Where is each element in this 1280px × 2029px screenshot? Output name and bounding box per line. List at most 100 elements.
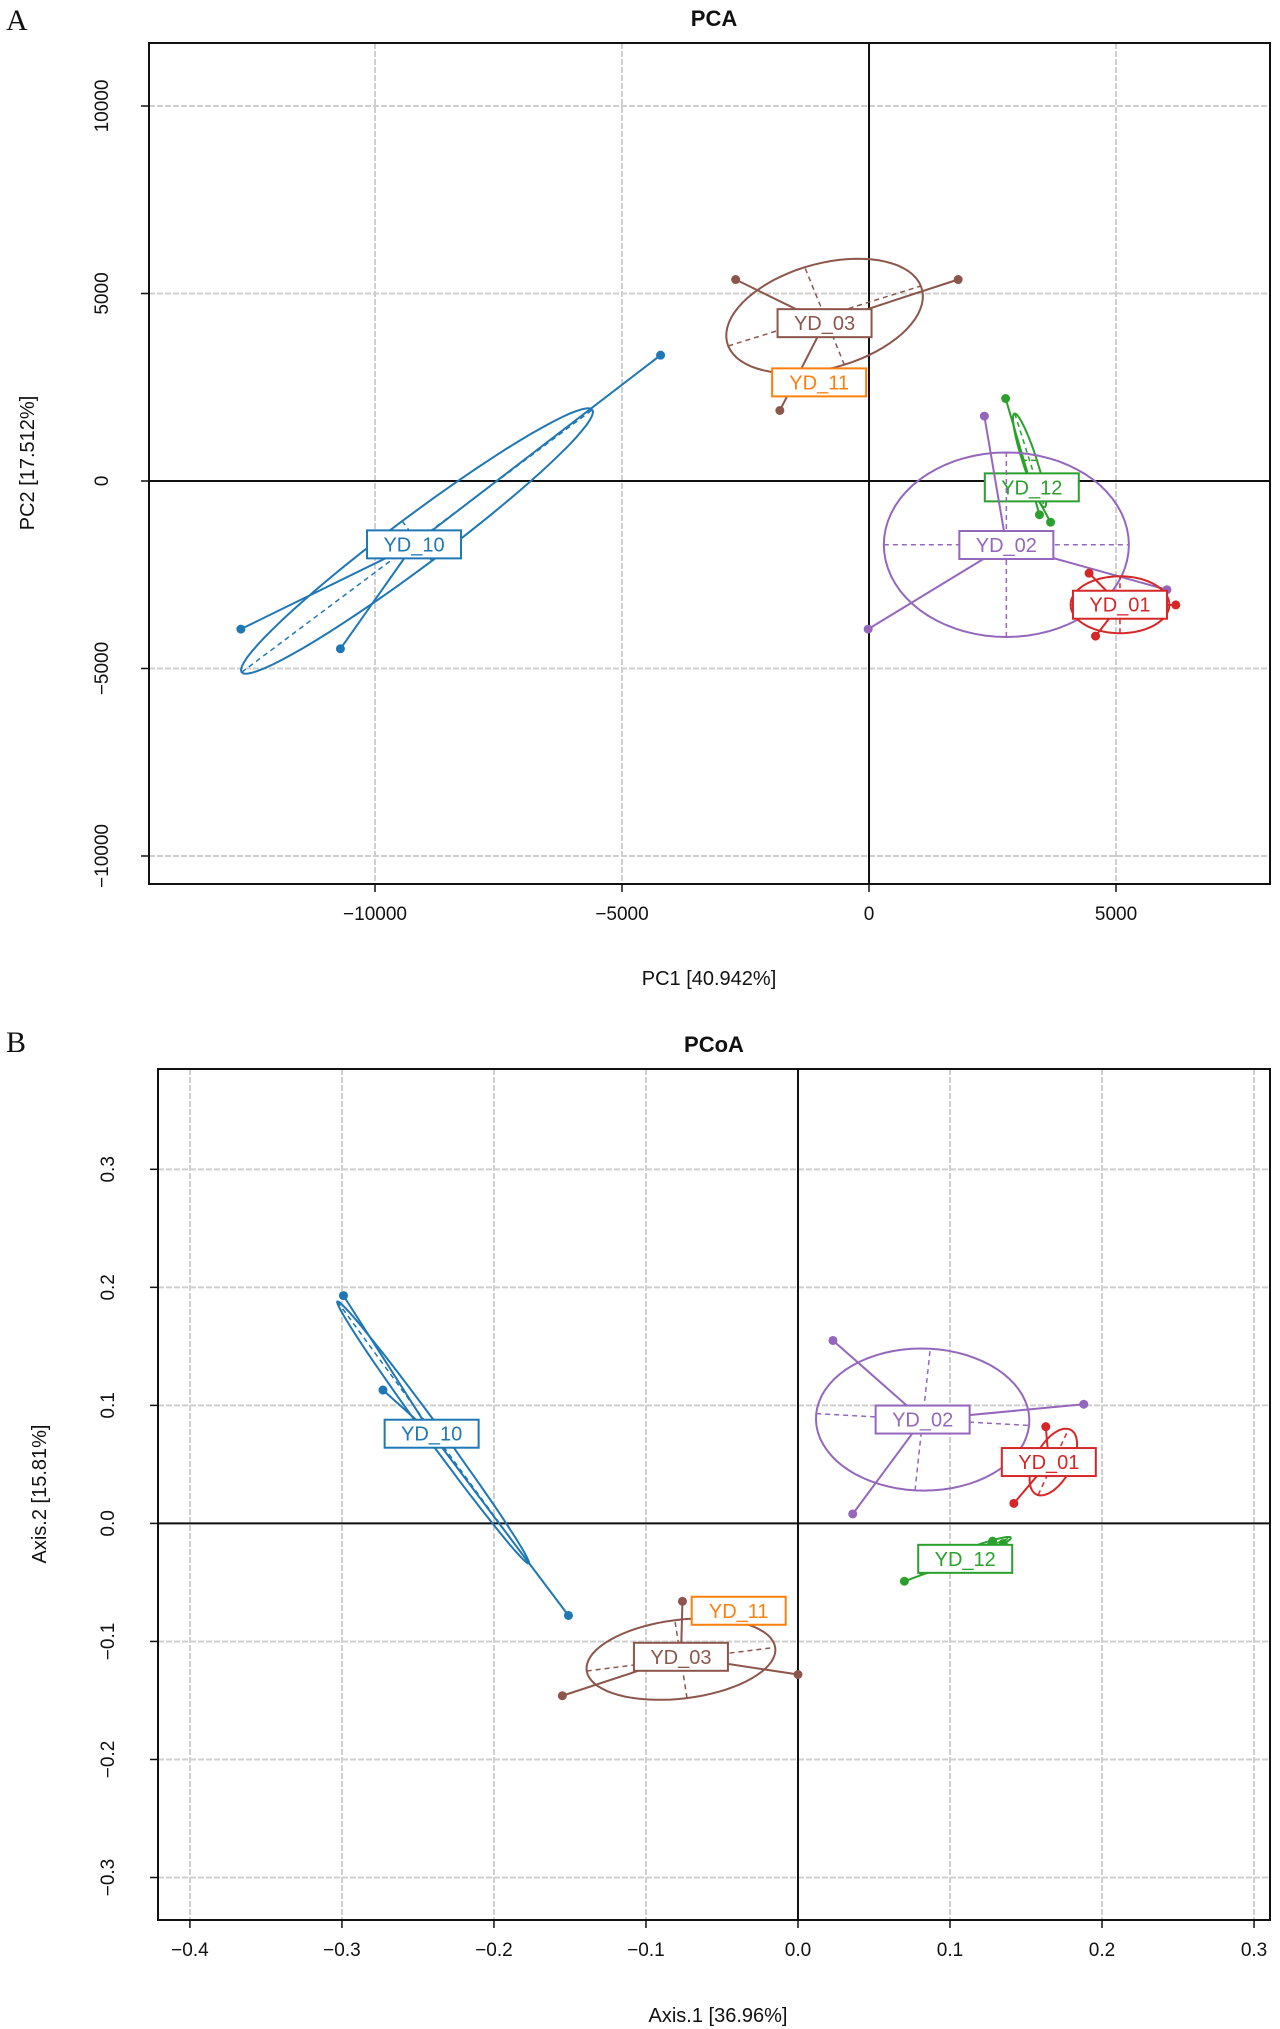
sample-point <box>775 405 785 415</box>
sample-point <box>557 1691 567 1701</box>
sample-point <box>848 1509 858 1519</box>
group-yd-10: YD_10 <box>336 1291 573 1620</box>
pca-title: PCA <box>691 6 738 31</box>
sample-point <box>1046 517 1056 527</box>
group-label: YD_11 <box>709 1601 769 1623</box>
pcoa-title: PCoA <box>684 1032 744 1057</box>
plot-frame <box>157 1068 1271 1921</box>
sample-point <box>953 275 963 285</box>
sample-point <box>731 275 741 285</box>
group-label-box <box>776 308 873 339</box>
x-tick-label: −0.2 <box>475 1940 513 1961</box>
y-tick-label: 10000 <box>92 80 113 133</box>
sample-point <box>378 1385 388 1395</box>
x-tick-label: 0 <box>864 904 875 925</box>
spider-line <box>430 1433 570 1617</box>
pca-y-label: PC2 [17.512%] <box>17 396 39 531</box>
sample-point <box>828 1335 838 1345</box>
y-tick-label: 0.0 <box>98 1510 119 1536</box>
y-tick-label: 0 <box>92 476 113 487</box>
panel-letter-b: B <box>6 1026 26 1059</box>
confidence-ellipse <box>814 1347 1031 1492</box>
group-label: YD_11 <box>789 372 849 394</box>
group-label-box <box>983 472 1080 503</box>
group-label-box <box>771 367 868 398</box>
x-tick-label: 0.0 <box>785 1940 811 1961</box>
confidence-ellipse <box>882 451 1130 639</box>
x-tick-label: −0.1 <box>627 1940 665 1961</box>
sample-point <box>988 1536 998 1546</box>
group-yd-03: YD_03 <box>557 1596 803 1701</box>
x-tick-label: 0.3 <box>1241 1940 1267 1961</box>
group-label-box <box>632 1641 729 1672</box>
group-label-box <box>958 530 1055 561</box>
x-tick-label: −0.3 <box>323 1940 361 1961</box>
sample-point <box>1009 1498 1019 1508</box>
y-tick-label: 0.3 <box>98 1156 119 1182</box>
group-yd-02: YD_02 <box>863 411 1172 639</box>
group-label-box <box>917 1543 1014 1574</box>
pca-plot: −10000 −5000 0 5000 −10000 −5000 0 5000 10000 YD_… <box>92 42 1271 925</box>
group-label-box <box>383 1418 480 1449</box>
group-yd-10: YD_10 <box>236 350 666 675</box>
confidence-ellipse <box>725 257 924 375</box>
group-yd-11: YD_11 <box>690 1595 787 1626</box>
group-yd-12: YD_12 <box>983 393 1080 527</box>
sample-point <box>335 644 345 654</box>
group-label: YD_03 <box>650 1647 711 1669</box>
group-label: YD_02 <box>976 535 1037 557</box>
pca-x-label: PC1 [40.942%] <box>642 968 777 990</box>
sample-point <box>1084 568 1094 578</box>
y-tick-label: −0.2 <box>98 1741 119 1779</box>
group-label-box <box>1071 589 1168 620</box>
sample-point <box>677 1596 687 1606</box>
group-label: YD_03 <box>794 313 855 335</box>
group-yd-03: YD_03 <box>725 257 963 415</box>
spider-line <box>851 1418 924 1515</box>
sample-point <box>793 1669 803 1679</box>
sample-point <box>338 1291 348 1301</box>
group-label-box <box>874 1404 971 1435</box>
x-tick-label: −10000 <box>343 904 407 925</box>
group-label: YD_10 <box>383 534 444 556</box>
x-tick-label: 0.1 <box>937 1940 963 1961</box>
pcoa-y-label: Axis.2 [15.81%] <box>29 1425 51 1564</box>
sample-point <box>1041 1422 1051 1432</box>
spider-line <box>983 415 1008 546</box>
confidence-ellipse <box>336 1300 531 1565</box>
group-yd-02: YD_02 <box>814 1335 1089 1519</box>
y-tick-label: −5000 <box>92 642 113 695</box>
sample-point <box>563 1610 573 1620</box>
spider-line <box>413 354 662 546</box>
y-tick-label: −0.3 <box>98 1859 119 1897</box>
group-yd-12: YD_12 <box>899 1536 1014 1586</box>
group-yd-01: YD_01 <box>1000 1422 1097 1508</box>
group-label-box <box>690 1595 787 1626</box>
group-yd-01: YD_01 <box>1069 568 1181 641</box>
spider-line <box>339 543 415 650</box>
x-tick-label: −5000 <box>595 904 648 925</box>
sample-point <box>899 1576 909 1586</box>
panel-letter-a: A <box>6 4 28 37</box>
sample-point <box>979 411 989 421</box>
group-label-box <box>1000 1447 1097 1478</box>
group-label-box <box>366 529 463 560</box>
group-label: YD_01 <box>1018 1452 1079 1474</box>
y-tick-label: 0.1 <box>98 1392 119 1418</box>
y-tick-label: 0.2 <box>98 1274 119 1300</box>
ellipse-axis <box>914 1348 931 1491</box>
sample-point <box>1091 631 1101 641</box>
group-yd-11: YD_11 <box>771 367 868 398</box>
sample-point <box>1171 600 1181 610</box>
group-label: YD_12 <box>1001 477 1062 499</box>
x-tick-label: −0.4 <box>171 1940 209 1961</box>
y-tick-label: −0.1 <box>98 1623 119 1661</box>
x-tick-label: 0.2 <box>1089 1940 1115 1961</box>
spider-line <box>342 1295 433 1435</box>
pcoa-x-label: Axis.1 [36.96%] <box>649 2005 788 2027</box>
y-tick-label: −10000 <box>92 824 113 888</box>
sample-point <box>236 624 246 634</box>
plot-frame <box>148 42 1271 885</box>
y-tick-label: 5000 <box>92 272 113 314</box>
